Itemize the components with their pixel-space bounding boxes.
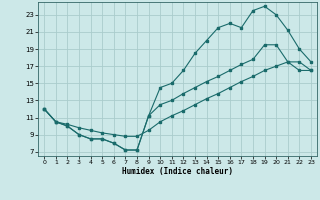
X-axis label: Humidex (Indice chaleur): Humidex (Indice chaleur) [122,167,233,176]
